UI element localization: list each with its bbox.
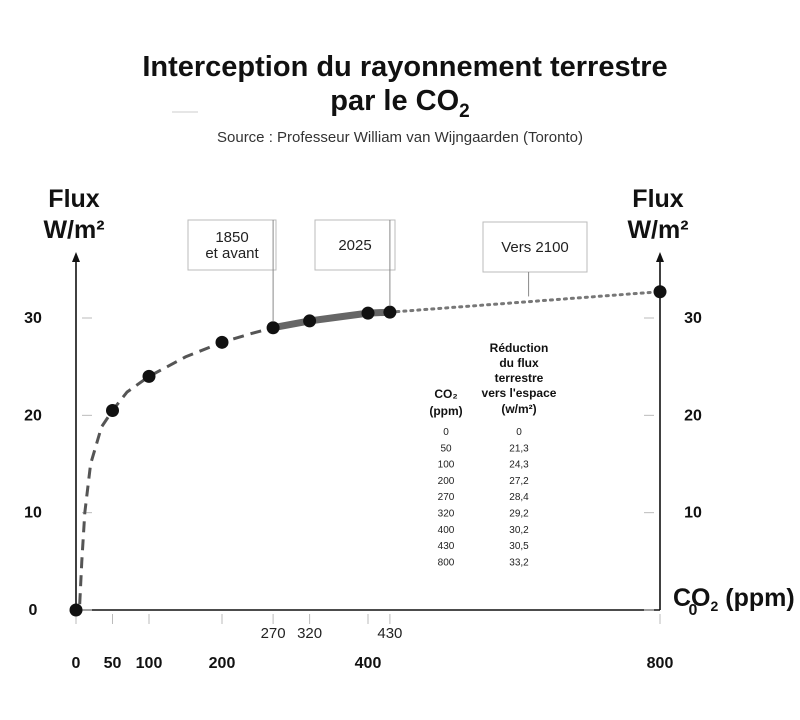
callout-box bbox=[482, 221, 588, 273]
table-col2-header-line5: (w/m²) bbox=[501, 402, 536, 416]
x-tick-label: 0 bbox=[72, 655, 81, 672]
chart-title-line1: Interception du rayonnement terrestre bbox=[142, 51, 667, 83]
x-ticks: 0 50 100 200 400 800 270 320 430 bbox=[72, 625, 674, 672]
table-cell-co2: 200 bbox=[438, 476, 455, 487]
y-tick-label-right: 20 bbox=[684, 407, 702, 424]
table-cell-flux: 21,3 bbox=[509, 443, 529, 454]
data-points bbox=[69, 285, 667, 617]
table-cell-flux: 24,3 bbox=[509, 460, 529, 471]
x-tick-label: 200 bbox=[209, 655, 236, 672]
y-tick-label-left: 30 bbox=[24, 310, 42, 327]
callout-label: 1850 bbox=[215, 229, 248, 246]
y-axis-right-arrow bbox=[656, 252, 664, 262]
data-point bbox=[361, 306, 375, 320]
y-axis-title-left-line2: W/m² bbox=[43, 216, 104, 244]
table-cell-co2: 270 bbox=[438, 492, 455, 503]
table-cell-co2: 430 bbox=[438, 541, 455, 552]
table-cell-co2: 400 bbox=[438, 525, 455, 536]
x-tick-label: 50 bbox=[104, 655, 122, 672]
data-table: CO₂ (ppm) Réduction du flux terrestre ve… bbox=[429, 341, 556, 568]
curve-solid bbox=[269, 308, 394, 332]
y-axis-title-left-line1: Flux bbox=[48, 185, 99, 213]
data-point bbox=[383, 305, 397, 319]
table-col1-header-line1: CO₂ bbox=[434, 387, 457, 401]
table-cell-flux: 28,4 bbox=[509, 492, 529, 503]
chart-title-line2-sub: 2 bbox=[459, 101, 470, 122]
table-cell-flux: 27,2 bbox=[509, 476, 529, 487]
data-point bbox=[303, 314, 317, 328]
x-axis-title-prefix: CO bbox=[673, 584, 711, 612]
data-point bbox=[69, 603, 83, 617]
y-tick-label-left: 0 bbox=[29, 602, 38, 619]
data-point bbox=[266, 321, 280, 335]
y-tick-label-right: 30 bbox=[684, 310, 702, 327]
y-axis-title-right-line1: Flux bbox=[632, 185, 683, 213]
x-axis-title-sub: 2 bbox=[711, 598, 719, 614]
chart-title-line2-prefix: par le CO bbox=[330, 85, 459, 117]
x-axis-title-suffix: (ppm) bbox=[718, 584, 794, 612]
table-cell-flux: 30,5 bbox=[509, 541, 529, 552]
y-tick-label-left: 20 bbox=[24, 407, 42, 424]
y-tick-label-left: 10 bbox=[24, 505, 42, 522]
y-tick-label-right: 0 bbox=[689, 602, 698, 619]
table-cell-co2: 800 bbox=[438, 557, 455, 568]
table-col2-header-line1: Réduction bbox=[490, 341, 549, 355]
data-point bbox=[106, 403, 119, 417]
table-col2-header-line3: terrestre bbox=[495, 371, 544, 385]
chart-title-line2: par le CO2 bbox=[330, 85, 470, 122]
table-cell-flux: 29,2 bbox=[509, 509, 529, 520]
x-axis-title: CO2 (ppm) bbox=[673, 584, 795, 614]
series-flux bbox=[78, 290, 662, 605]
data-point bbox=[142, 369, 156, 383]
grid-lines bbox=[75, 317, 661, 624]
x-tick-label-mid: 270 bbox=[261, 625, 286, 642]
x-tick-label-mid: 320 bbox=[297, 625, 322, 642]
data-point bbox=[653, 285, 667, 299]
table-cell-flux: 30,2 bbox=[509, 525, 529, 536]
y-tick-label-right: 10 bbox=[684, 505, 702, 522]
callout-label: 2025 bbox=[338, 237, 371, 254]
table-col2-header-line4: vers l'espace bbox=[482, 386, 557, 400]
x-tick-label: 400 bbox=[355, 655, 382, 672]
table-cell-co2: 320 bbox=[438, 509, 455, 520]
table-col2-header-line2: du flux bbox=[499, 356, 539, 370]
callout-box bbox=[314, 219, 396, 271]
x-tick-label: 800 bbox=[647, 655, 674, 672]
y-ticks: 0 0 10 10 20 20 30 30 bbox=[24, 310, 702, 619]
callout-label: et avant bbox=[205, 245, 259, 262]
x-tick-label: 100 bbox=[136, 655, 163, 672]
y-axis-left-arrow bbox=[72, 252, 80, 262]
curve-dashed bbox=[78, 326, 274, 605]
table-cell-flux: 33,2 bbox=[509, 557, 529, 568]
table-cell-co2: 0 bbox=[443, 427, 449, 438]
y-axis-title-right-line2: W/m² bbox=[627, 216, 688, 244]
curve-dotted bbox=[388, 290, 662, 314]
table-cell-flux: 0 bbox=[516, 427, 522, 438]
table-cell-co2: 50 bbox=[440, 443, 452, 454]
x-tick-label-mid: 430 bbox=[377, 625, 402, 642]
data-point bbox=[215, 335, 229, 349]
table-col1-header-line2: (ppm) bbox=[429, 404, 462, 418]
table-cell-co2: 100 bbox=[438, 460, 455, 471]
chart-source: Source : Professeur William van Wijngaar… bbox=[217, 129, 583, 146]
table-rows: 0 0 50 21,3 100 24,3 200 27,2 270 28,4 320 29,2 400 3… bbox=[438, 427, 530, 568]
callout-label: Vers 2100 bbox=[501, 239, 569, 256]
callout-box bbox=[187, 219, 277, 271]
